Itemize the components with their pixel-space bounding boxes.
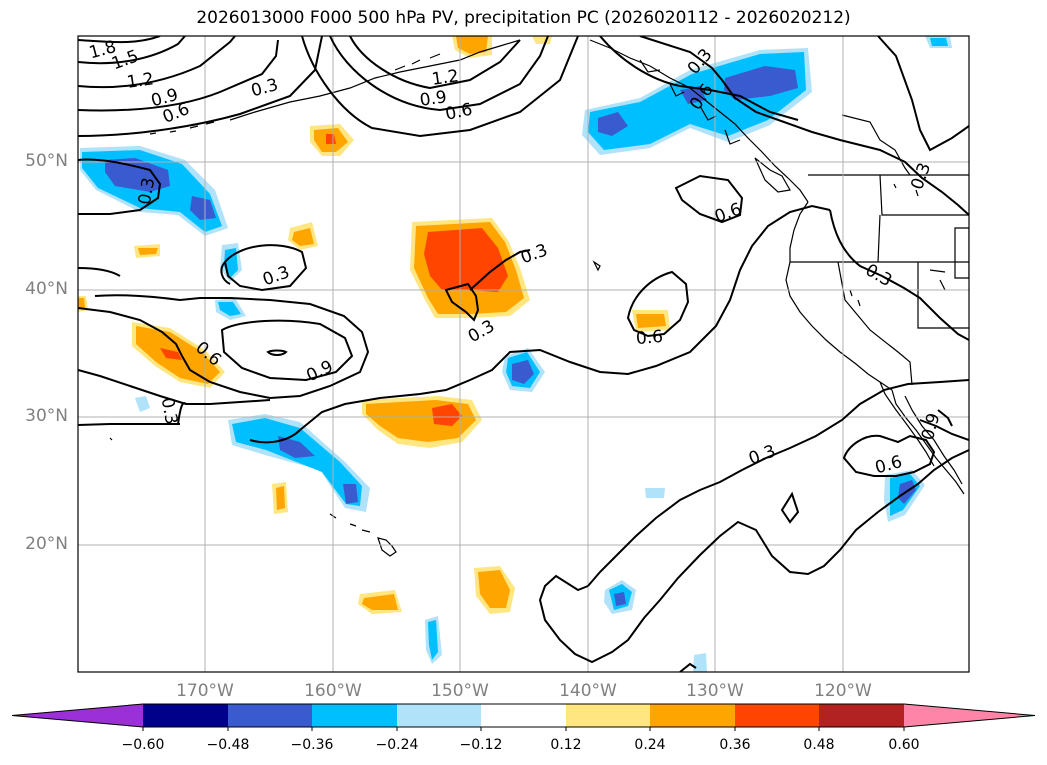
lat-label-50n: 50°N <box>25 151 68 171</box>
lon-label-140w: 140°W <box>559 681 617 701</box>
colorbar-extend-max <box>904 704 1035 727</box>
lon-label-160w: 160°W <box>304 681 362 701</box>
colorbar-tick: −0.12 <box>459 737 503 753</box>
contour-label: 1.2 <box>126 69 156 93</box>
colorbar-tick: −0.24 <box>375 737 419 753</box>
map-plot-area: 1.8 1.5 1.2 0.9 0.6 0.3 0.3 1.2 0.9 0.6 … <box>78 36 969 672</box>
lat-label-30n: 30°N <box>25 406 68 426</box>
colorbar-tick: 0.24 <box>634 737 666 753</box>
colorbar-tick: −0.60 <box>121 737 165 753</box>
colorbar-tick: 0.36 <box>719 737 751 753</box>
lat-label-40n: 40°N <box>25 279 68 299</box>
pv-contours <box>78 36 969 672</box>
colorbar-tick: −0.48 <box>206 737 250 753</box>
colorbar <box>11 703 1036 731</box>
lon-label-130w: 130°W <box>686 681 744 701</box>
lat-label-20n: 20°N <box>25 534 68 554</box>
colorbar-extend-min <box>12 704 143 727</box>
lon-label-170w: 170°W <box>176 681 234 701</box>
contour-label: 0.6 <box>635 327 664 349</box>
map-title: 2026013000 F000 500 hPa PV, precipitatio… <box>196 8 851 28</box>
lon-label-150w: 150°W <box>431 681 489 701</box>
lon-label-120w: 120°W <box>814 681 872 701</box>
contour-label: 0.9 <box>419 87 449 111</box>
precip-negative-strong <box>105 66 916 606</box>
colorbar-tick: −0.36 <box>290 737 334 753</box>
colorbar-tick: 0.12 <box>550 737 582 753</box>
coastlines <box>109 39 969 557</box>
graticule <box>78 36 969 672</box>
contour-label: 0.3 <box>157 396 181 426</box>
contour-label: 1.2 <box>431 66 461 90</box>
map-frame <box>77 35 970 673</box>
colorbar-tick: 0.48 <box>803 737 835 753</box>
contour-label: 0.3 <box>135 176 159 206</box>
colorbar-tick: 0.60 <box>888 737 920 753</box>
